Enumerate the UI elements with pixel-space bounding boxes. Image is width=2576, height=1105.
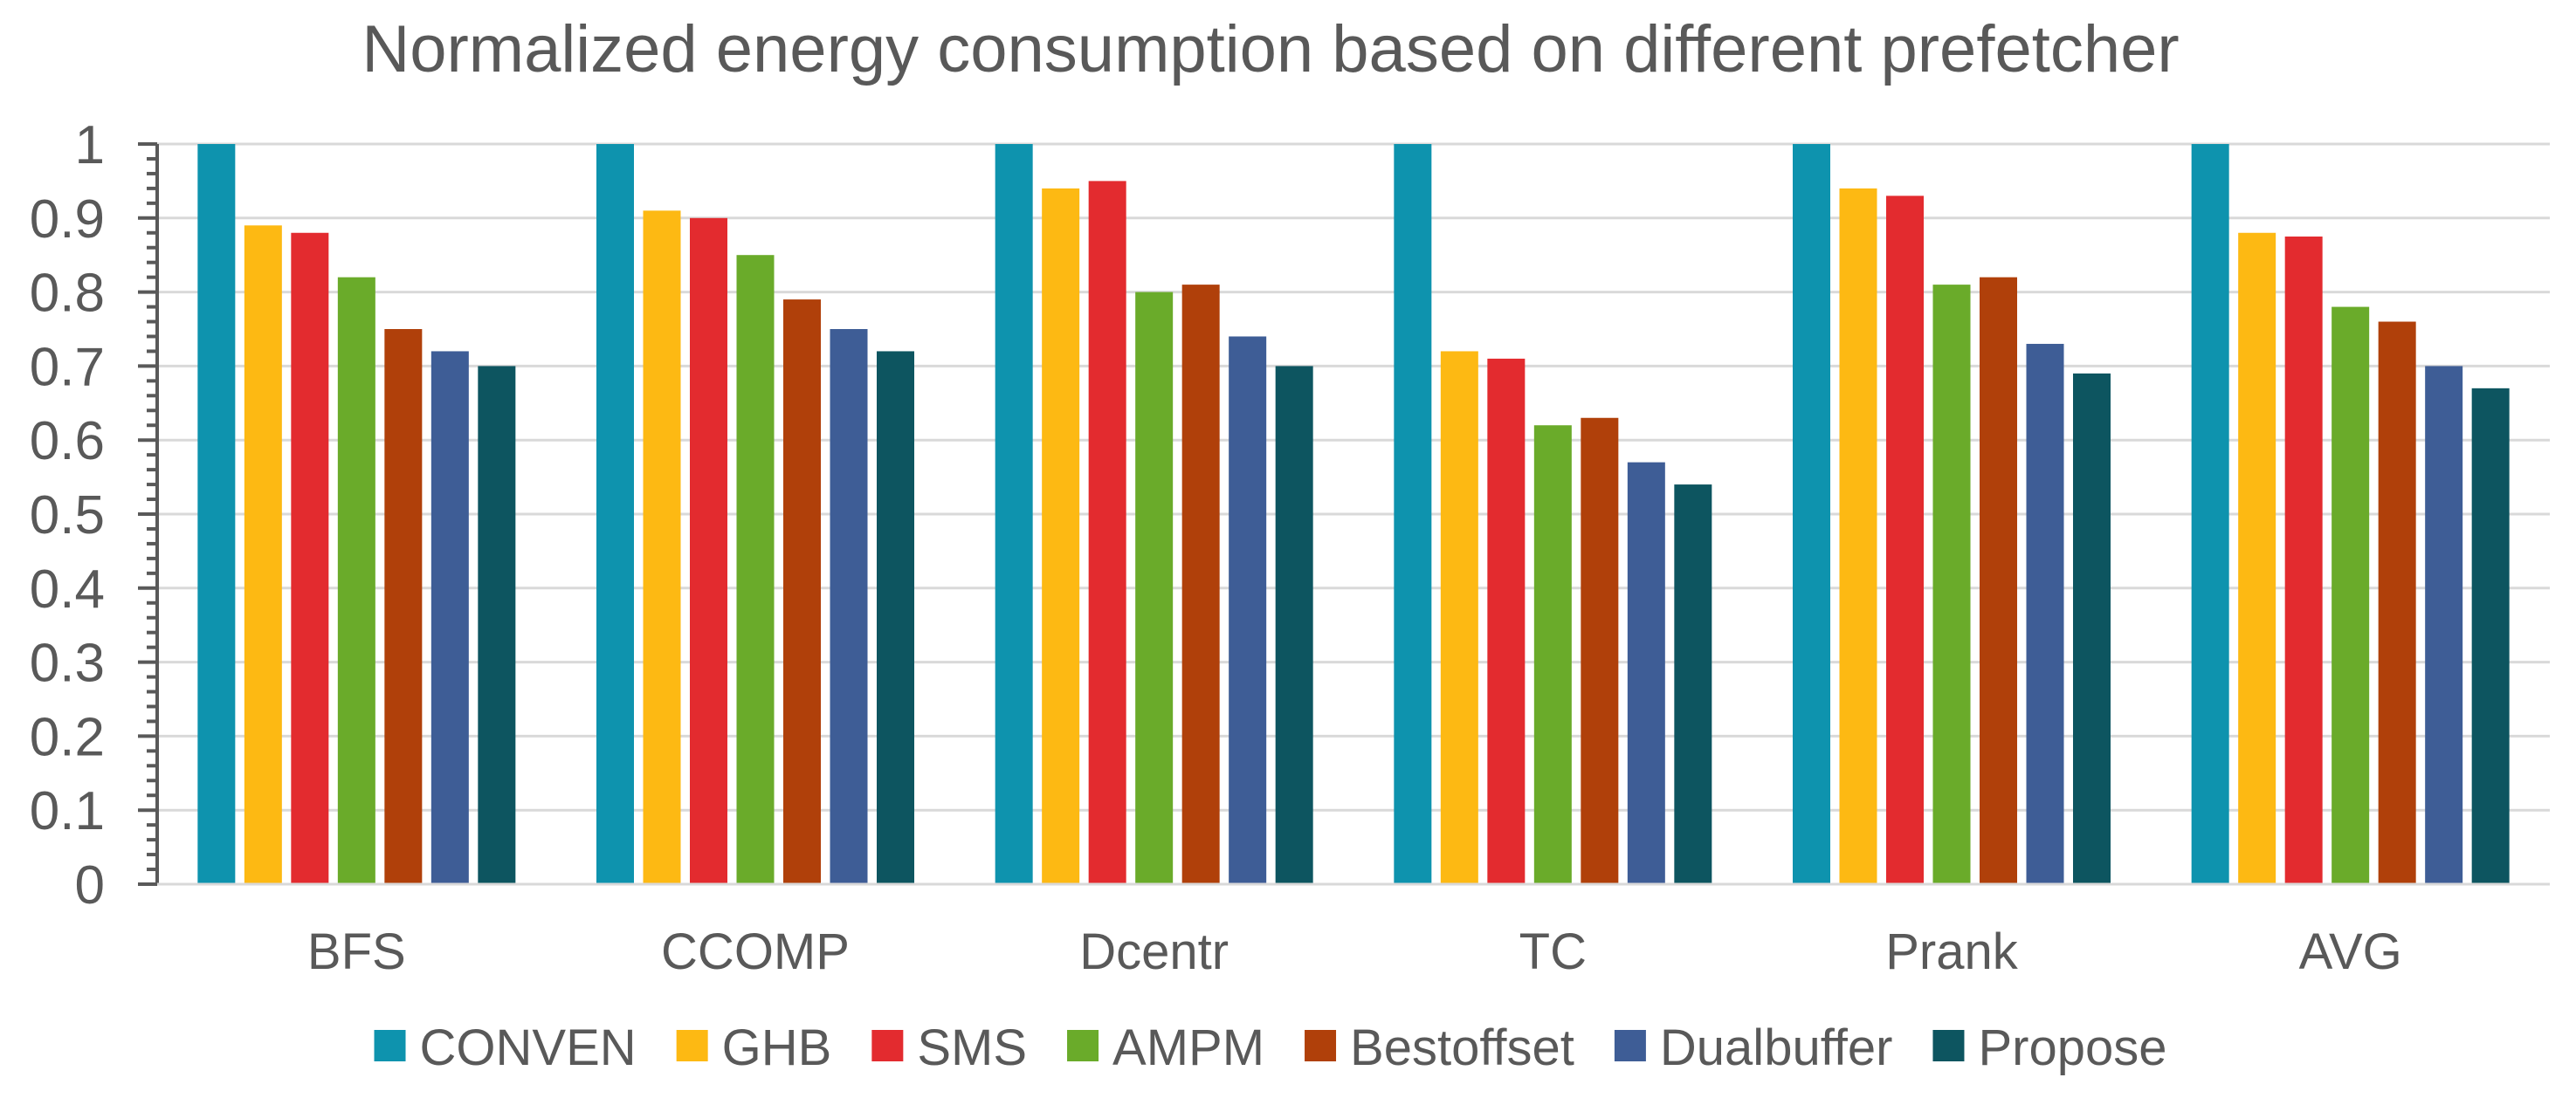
- bar-bestoffset-ccomp: [783, 299, 821, 885]
- y-tick-label: 1: [75, 115, 105, 175]
- bar-sms-dcentr: [1088, 181, 1126, 884]
- bar-sms-bfs: [291, 232, 329, 884]
- bar-conven-ccomp: [596, 144, 634, 884]
- bar-ampm-dcentr: [1135, 292, 1174, 885]
- bar-conven-tc: [1394, 144, 1432, 884]
- y-tick-label: 0.3: [30, 634, 105, 694]
- bar-ampm-tc: [1533, 425, 1572, 884]
- legend-label-ghb: GHB: [722, 1019, 832, 1076]
- x-category-label: Prank: [1885, 923, 2019, 980]
- bar-ampm-ccomp: [736, 255, 775, 884]
- legend: CONVEN GHB SMS AMPM Bestoffset Dualbuffer Prop…: [374, 1019, 2167, 1076]
- gridlines: [157, 142, 2550, 812]
- legend-label-conven: CONVEN: [420, 1019, 637, 1076]
- bar-conven-prank: [1793, 144, 1830, 884]
- legend-swatch-ghb: [676, 1030, 708, 1061]
- x-category-label: AVG: [2299, 923, 2402, 980]
- legend-swatch-ampm: [1067, 1030, 1099, 1061]
- bar-dualbuffer-bfs: [430, 351, 469, 884]
- x-axis-labels: BFS CCOMP Dcentr TC Prank AVG: [307, 923, 2402, 980]
- y-tick-label: 0: [75, 855, 105, 916]
- x-category-label: TC: [1519, 923, 1587, 980]
- bar-bestoffset-tc: [1581, 417, 1619, 884]
- y-tick-label: 0.7: [30, 337, 105, 397]
- y-tick-label: 0.1: [30, 781, 105, 841]
- y-tick-label: 0.4: [30, 559, 105, 620]
- bar-propose-avg: [2471, 388, 2510, 885]
- bar-ghb-bfs: [244, 225, 282, 884]
- y-axis: 0 0.1 0.2 0.3 0.4 0.5 0.6 0.7 0.8 0.9 1: [30, 115, 2550, 916]
- bar-ghb-prank: [1839, 188, 1877, 884]
- bar-conven-bfs: [197, 144, 236, 884]
- bar-dualbuffer-tc: [1627, 462, 1665, 884]
- bar-propose-ccomp: [877, 351, 914, 884]
- legend-swatch-propose: [1932, 1030, 1965, 1061]
- bar-ampm-prank: [1932, 285, 1971, 884]
- legend-label-sms: SMS: [917, 1019, 1027, 1076]
- legend-swatch-sms: [871, 1030, 904, 1061]
- legend-label-propose: Propose: [1978, 1019, 2166, 1076]
- bar-bestoffset-prank: [1980, 277, 2017, 884]
- x-category-label: CCOMP: [661, 923, 850, 980]
- bar-ghb-tc: [1440, 351, 1478, 884]
- bar-sms-ccomp: [690, 217, 727, 885]
- bar-bestoffset-dcentr: [1181, 285, 1220, 884]
- bar-ampm-bfs: [337, 277, 375, 884]
- y-tick-label: 0.8: [30, 264, 105, 324]
- legend-label-bestoffset: Bestoffset: [1350, 1019, 1574, 1076]
- bar-conven-avg: [2191, 144, 2229, 884]
- bar-propose-bfs: [478, 366, 516, 884]
- legend-swatch-bestoffset: [1305, 1030, 1337, 1061]
- bar-ampm-avg: [2331, 306, 2370, 884]
- bar-sms-avg: [2284, 237, 2323, 884]
- bar-dualbuffer-dcentr: [1229, 336, 1267, 885]
- bar-propose-prank: [2073, 373, 2111, 884]
- legend-label-dualbuffer: Dualbuffer: [1660, 1019, 1893, 1076]
- bar-conven-dcentr: [995, 144, 1033, 884]
- bar-ghb-dcentr: [1042, 188, 1080, 884]
- bar-ghb-ccomp: [643, 210, 681, 884]
- bars: [197, 144, 2510, 885]
- y-tick-label: 0.2: [30, 707, 105, 767]
- x-category-label: Dcentr: [1079, 923, 1229, 980]
- bar-bestoffset-bfs: [384, 329, 423, 884]
- bar-sms-prank: [1886, 196, 1924, 885]
- bar-propose-tc: [1674, 484, 1712, 884]
- legend-swatch-dualbuffer: [1614, 1030, 1646, 1061]
- bar-propose-dcentr: [1275, 366, 1313, 884]
- bar-bestoffset-avg: [2378, 321, 2416, 884]
- chart-title: Normalized energy consumption based on d…: [362, 12, 2179, 86]
- y-tick-label: 0.5: [30, 485, 105, 546]
- bar-dualbuffer-prank: [2026, 343, 2064, 885]
- bar-ghb-avg: [2238, 232, 2276, 884]
- bar-sms-tc: [1487, 358, 1526, 884]
- bar-dualbuffer-avg: [2425, 366, 2463, 884]
- x-category-label: BFS: [307, 923, 406, 980]
- legend-label-ampm: AMPM: [1112, 1019, 1264, 1076]
- bar-dualbuffer-ccomp: [830, 329, 868, 884]
- y-tick-label: 0.9: [30, 189, 105, 250]
- legend-swatch-conven: [374, 1030, 406, 1061]
- y-tick-label: 0.6: [30, 411, 105, 471]
